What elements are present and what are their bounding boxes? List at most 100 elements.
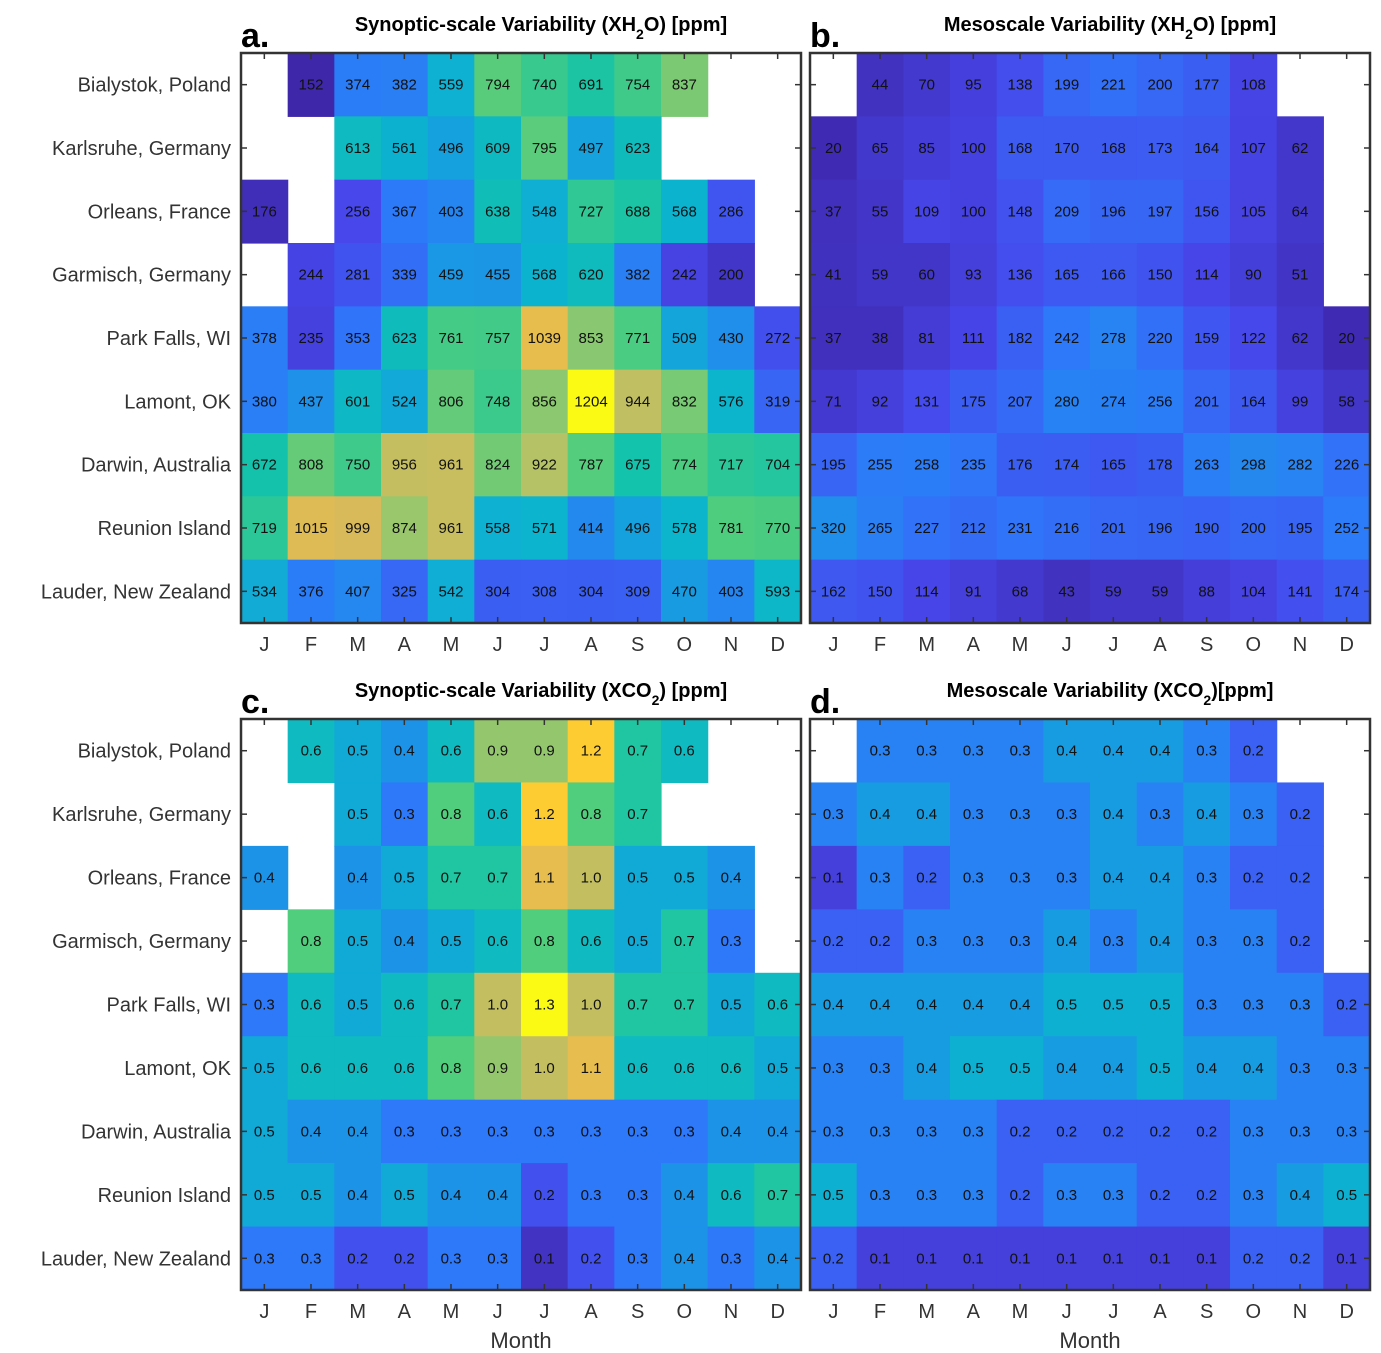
cell-value-label: 0.3	[627, 1187, 648, 1204]
heatmap-cell	[754, 496, 802, 561]
cell-value-label: 0.3	[963, 933, 984, 950]
heatmap-cell	[856, 306, 904, 371]
cell-value-label: 0.2	[581, 1250, 602, 1267]
heatmap-cell	[1090, 719, 1138, 784]
cell-value-label: 0.3	[1243, 1123, 1264, 1140]
cell-value-label: 0.2	[823, 1250, 844, 1267]
cell-value-label: 196	[1101, 203, 1126, 220]
cell-value-label: 0.4	[1010, 997, 1031, 1014]
heatmap-cell	[1230, 369, 1278, 434]
cell-value-label: 70	[918, 77, 935, 94]
heatmap-cell	[427, 972, 475, 1037]
heatmap-cell	[856, 1099, 904, 1164]
heatmap-cell	[474, 179, 522, 244]
heatmap-cell	[1323, 1099, 1371, 1164]
cell-value-label: 244	[298, 267, 323, 284]
x-tick-label: A	[584, 634, 598, 656]
heatmap-cell	[950, 559, 998, 624]
heatmap-cell	[661, 845, 709, 910]
site-label: Park Falls, WI	[107, 328, 231, 350]
cell-value-label: 0.2	[1290, 870, 1311, 887]
x-tick-label: A	[967, 1301, 981, 1323]
cell-value-label: 0.7	[627, 806, 648, 823]
heatmap-cell	[427, 1036, 475, 1101]
site-label: Lamont, OK	[124, 1058, 231, 1080]
heatmap-cell	[1090, 1226, 1138, 1291]
x-tick-label: J	[1108, 634, 1118, 656]
cell-value-label: 0.4	[767, 1250, 788, 1267]
heatmap-cell	[707, 1226, 755, 1291]
heatmap-cell	[1090, 1163, 1138, 1228]
cell-value-label: 200	[1147, 77, 1172, 94]
cell-value-label: 199	[1054, 77, 1079, 94]
cell-value-label: 0.5	[767, 1060, 788, 1077]
heatmap-cell	[1136, 972, 1184, 1037]
heatmap-cell	[996, 559, 1044, 624]
x-tick-label: M	[1012, 634, 1029, 656]
heatmap-cell	[381, 116, 429, 181]
heatmap-cell	[903, 559, 951, 624]
cell-value-label: 0.4	[823, 997, 844, 1014]
heatmap-cell	[903, 1226, 951, 1291]
x-tick-label: N	[724, 634, 738, 656]
heatmap-cell	[1043, 369, 1091, 434]
heatmap-cell	[521, 719, 569, 784]
cell-value-label: 0.7	[674, 933, 695, 950]
cell-value-label: 38	[872, 330, 889, 347]
heatmap-cell	[614, 306, 662, 371]
cell-value-label: 455	[485, 267, 510, 284]
heatmap-cell	[903, 845, 951, 910]
cell-value-label: 164	[1241, 393, 1266, 410]
cell-value-label: 0.4	[1103, 743, 1124, 760]
x-tick-label: J	[1062, 1301, 1072, 1323]
x-tick-label: M	[443, 634, 460, 656]
cell-value-label: 0.5	[721, 997, 742, 1014]
cell-value-label: 136	[1007, 267, 1032, 284]
cell-value-label: 0.3	[721, 933, 742, 950]
cell-value-label: 1.1	[581, 1060, 602, 1077]
heatmap-cell	[334, 1099, 382, 1164]
x-tick-label: J	[493, 1301, 503, 1323]
cell-value-label: 0.4	[1056, 933, 1077, 950]
cell-value-label: 0.4	[1056, 1060, 1077, 1077]
heatmap-cell	[381, 719, 429, 784]
x-tick-label: A	[398, 1301, 412, 1323]
heatmap-cell	[903, 782, 951, 847]
cell-value-label: 0.6	[487, 806, 508, 823]
heatmap-cell	[474, 845, 522, 910]
heatmap-cell	[1276, 909, 1324, 974]
cell-value-label: 0.3	[823, 806, 844, 823]
heatmap-cell	[1043, 909, 1091, 974]
site-label: Bialystok, Poland	[78, 741, 231, 763]
cell-value-label: 62	[1292, 330, 1309, 347]
heatmap-cell	[334, 972, 382, 1037]
cell-value-label: 58	[1338, 393, 1355, 410]
cell-value-label: 0.5	[394, 1187, 415, 1204]
cell-value-label: 0.6	[441, 743, 462, 760]
cell-value-label: 0.3	[1056, 870, 1077, 887]
cell-value-label: 280	[1054, 393, 1079, 410]
cell-value-label: 0.2	[1056, 1123, 1077, 1140]
heatmap-cell	[810, 496, 858, 561]
heatmap-cell	[1230, 306, 1278, 371]
cell-value-label: 196	[1147, 520, 1172, 537]
heatmap-cell	[427, 243, 475, 307]
cell-value-label: 0.6	[301, 1060, 322, 1077]
cell-value-label: 0.4	[1290, 1187, 1311, 1204]
cell-value-label: 100	[961, 140, 986, 157]
cell-value-label: 0.4	[721, 870, 742, 887]
cell-value-label: 0.5	[254, 1060, 275, 1077]
heatmap-cell	[707, 243, 755, 307]
heatmap-cell	[661, 1036, 709, 1101]
cell-value-label: 0.3	[487, 1123, 508, 1140]
cell-value-label: 108	[1241, 77, 1266, 94]
cell-value-label: 304	[485, 583, 510, 600]
heatmap-cell	[567, 433, 615, 497]
cell-value-label: 0.4	[347, 1187, 368, 1204]
cell-value-label: 0.5	[1056, 997, 1077, 1014]
site-label: Darwin, Australia	[81, 1121, 232, 1143]
cell-value-label: 0.5	[1150, 997, 1171, 1014]
heatmap-cell	[1276, 845, 1324, 910]
cell-value-label: 298	[1241, 457, 1266, 474]
heatmap-cell	[521, 243, 569, 307]
